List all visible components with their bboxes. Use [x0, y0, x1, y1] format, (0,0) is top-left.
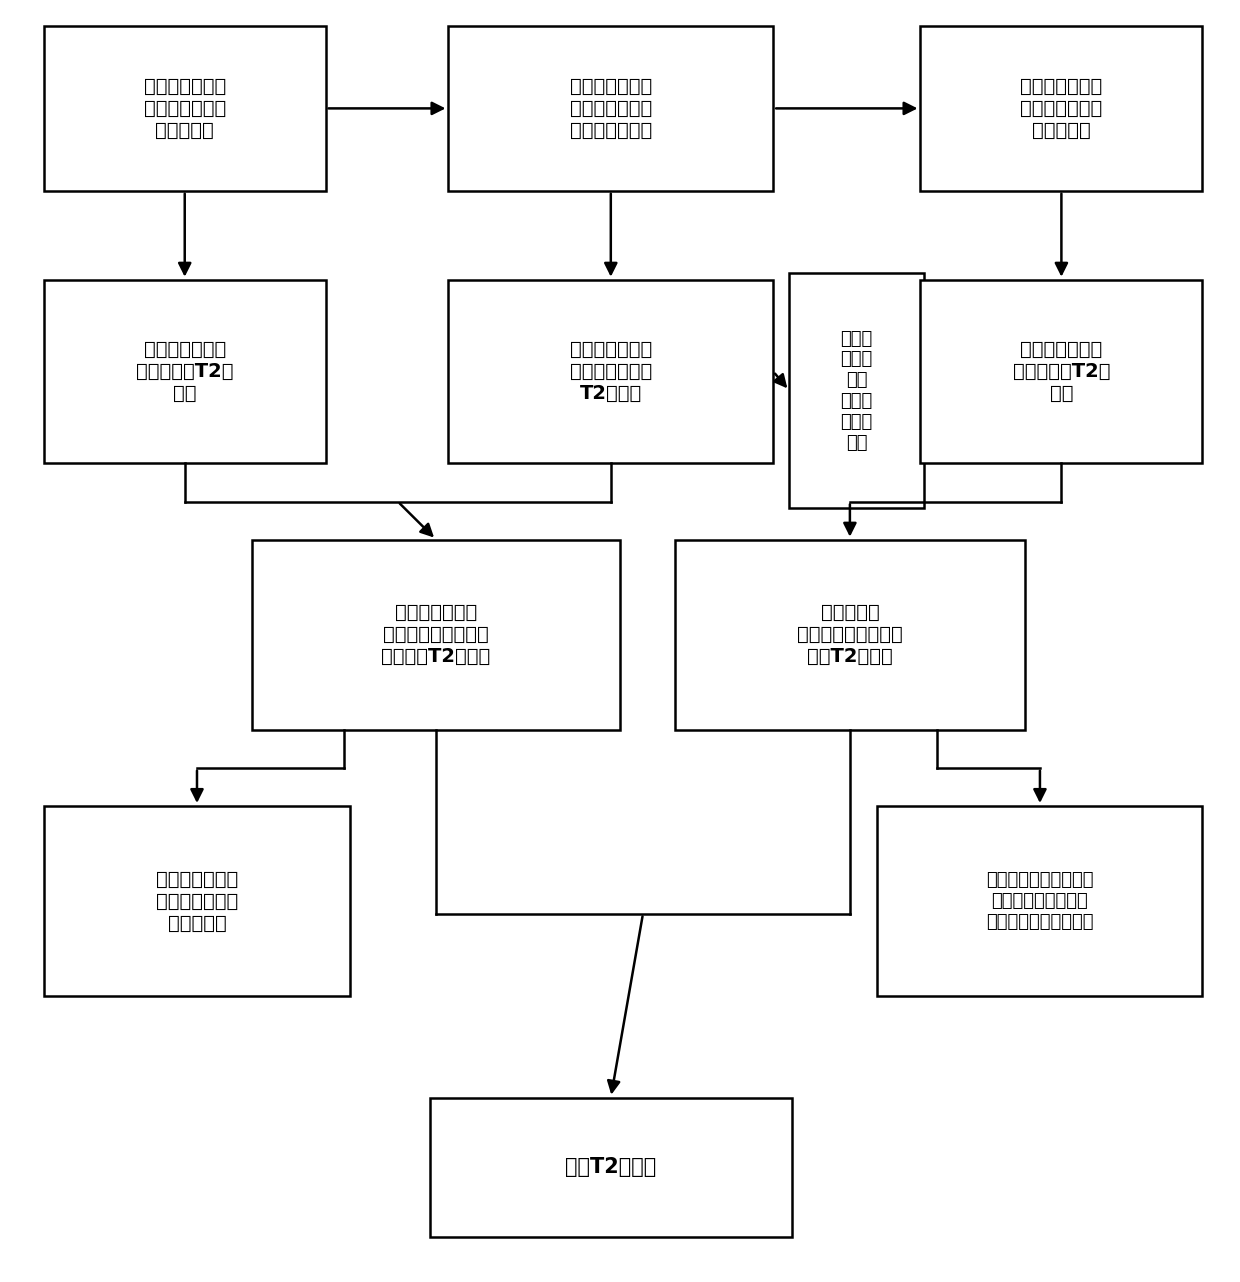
FancyBboxPatch shape [43, 806, 350, 996]
Text: 反演，得到离心
状态岩心的T2分
布谱: 反演，得到离心 状态岩心的T2分 布谱 [1013, 340, 1110, 403]
Text: 差谱处理，得到
校正后的饱和盐水状
态岩心的T2分布谱: 差谱处理，得到 校正后的饱和盐水状 态岩心的T2分布谱 [382, 603, 491, 667]
FancyBboxPatch shape [920, 26, 1203, 191]
FancyBboxPatch shape [449, 26, 774, 191]
Text: 制备饱和盐水状
态岩心，测量核
磁共振衰减信号: 制备饱和盐水状 态岩心，测量核 磁共振衰减信号 [569, 77, 652, 140]
Text: 差谱处理，
校正后的离心状态岩
心的T2分布谱: 差谱处理， 校正后的离心状态岩 心的T2分布谱 [797, 603, 903, 667]
Text: 反演，得到烘干
状态岩心的T2分
布谱: 反演，得到烘干 状态岩心的T2分 布谱 [136, 340, 233, 403]
Text: 代入孔隙度计算
公式，计算得到
有效孔隙度: 代入孔隙度计算 公式，计算得到 有效孔隙度 [156, 869, 238, 932]
FancyBboxPatch shape [43, 26, 326, 191]
FancyBboxPatch shape [920, 279, 1203, 464]
Text: 反演，得到饱和
盐水状态岩心的
T2分布谱: 反演，得到饱和 盐水状态岩心的 T2分布谱 [569, 340, 652, 403]
FancyBboxPatch shape [252, 540, 620, 729]
Text: 代入孔
隙度计
算公
式，得
到总孔
隙度: 代入孔 隙度计 算公 式，得 到总孔 隙度 [841, 329, 873, 451]
Text: 制备离心状态岩
心，测量核磁共
振衰减信号: 制备离心状态岩 心，测量核磁共 振衰减信号 [1021, 77, 1102, 140]
FancyBboxPatch shape [449, 279, 774, 464]
Text: 代入孔隙度计算公式，
再结合有效孔隙度，
计算得到束缚水饱和度: 代入孔隙度计算公式， 再结合有效孔隙度， 计算得到束缚水饱和度 [986, 872, 1094, 931]
FancyBboxPatch shape [789, 273, 924, 508]
Text: 得到T2截止值: 得到T2截止值 [565, 1158, 656, 1177]
FancyBboxPatch shape [878, 806, 1203, 996]
Text: 制备烘干状态岩
心，测量核磁共
振衰减信号: 制备烘干状态岩 心，测量核磁共 振衰减信号 [144, 77, 226, 140]
FancyBboxPatch shape [675, 540, 1024, 729]
FancyBboxPatch shape [430, 1097, 791, 1237]
FancyBboxPatch shape [43, 279, 326, 464]
